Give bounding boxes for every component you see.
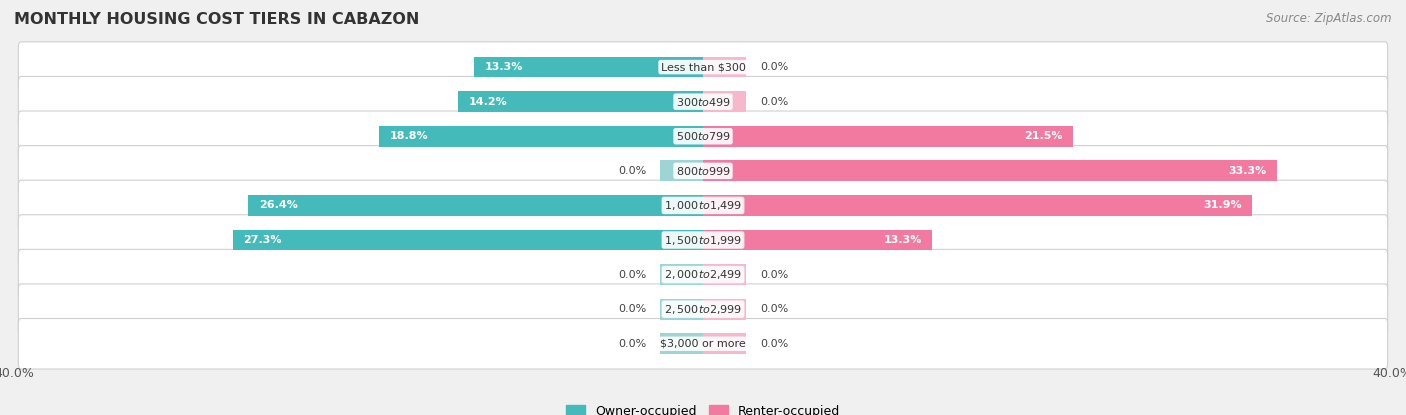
Bar <box>474 57 703 78</box>
Text: 0.0%: 0.0% <box>617 339 647 349</box>
Bar <box>659 299 703 320</box>
Text: $2,500 to $2,999: $2,500 to $2,999 <box>664 303 742 316</box>
Text: 0.0%: 0.0% <box>759 304 789 314</box>
Bar <box>659 161 703 181</box>
Text: Source: ZipAtlas.com: Source: ZipAtlas.com <box>1267 12 1392 25</box>
FancyBboxPatch shape <box>18 215 1388 265</box>
Text: 27.3%: 27.3% <box>243 235 281 245</box>
Bar <box>659 333 703 354</box>
Text: 26.4%: 26.4% <box>259 200 298 210</box>
Bar <box>659 264 703 285</box>
Text: 0.0%: 0.0% <box>617 304 647 314</box>
Text: 0.0%: 0.0% <box>759 339 789 349</box>
Bar <box>703 161 1277 181</box>
Text: 0.0%: 0.0% <box>617 166 647 176</box>
Bar <box>458 91 703 112</box>
FancyBboxPatch shape <box>18 42 1388 93</box>
Bar <box>703 333 747 354</box>
Text: 0.0%: 0.0% <box>759 62 789 72</box>
Text: $500 to $799: $500 to $799 <box>675 130 731 142</box>
Legend: Owner-occupied, Renter-occupied: Owner-occupied, Renter-occupied <box>561 400 845 415</box>
Text: 0.0%: 0.0% <box>759 270 789 280</box>
Text: 0.0%: 0.0% <box>617 270 647 280</box>
Bar <box>249 195 703 216</box>
Bar <box>703 229 932 250</box>
Text: 33.3%: 33.3% <box>1227 166 1267 176</box>
Text: Less than $300: Less than $300 <box>661 62 745 72</box>
FancyBboxPatch shape <box>18 284 1388 334</box>
Text: $300 to $499: $300 to $499 <box>675 96 731 107</box>
Text: $3,000 or more: $3,000 or more <box>661 339 745 349</box>
Bar <box>703 264 747 285</box>
FancyBboxPatch shape <box>18 319 1388 369</box>
Text: 14.2%: 14.2% <box>468 97 508 107</box>
Text: 13.3%: 13.3% <box>484 62 523 72</box>
Text: MONTHLY HOUSING COST TIERS IN CABAZON: MONTHLY HOUSING COST TIERS IN CABAZON <box>14 12 419 27</box>
FancyBboxPatch shape <box>18 76 1388 127</box>
Text: 18.8%: 18.8% <box>389 131 429 141</box>
Text: 21.5%: 21.5% <box>1025 131 1063 141</box>
Text: $1,000 to $1,499: $1,000 to $1,499 <box>664 199 742 212</box>
Text: $800 to $999: $800 to $999 <box>675 165 731 177</box>
Text: $1,500 to $1,999: $1,500 to $1,999 <box>664 234 742 247</box>
Text: 31.9%: 31.9% <box>1204 200 1241 210</box>
Text: 13.3%: 13.3% <box>883 235 922 245</box>
Bar <box>380 126 703 146</box>
Text: 0.0%: 0.0% <box>759 97 789 107</box>
FancyBboxPatch shape <box>18 111 1388 161</box>
FancyBboxPatch shape <box>18 180 1388 231</box>
Bar <box>703 126 1073 146</box>
FancyBboxPatch shape <box>18 146 1388 196</box>
Bar <box>233 229 703 250</box>
Bar <box>703 57 747 78</box>
Bar <box>703 91 747 112</box>
Bar <box>703 195 1253 216</box>
FancyBboxPatch shape <box>18 249 1388 300</box>
Bar <box>703 299 747 320</box>
Text: $2,000 to $2,499: $2,000 to $2,499 <box>664 268 742 281</box>
